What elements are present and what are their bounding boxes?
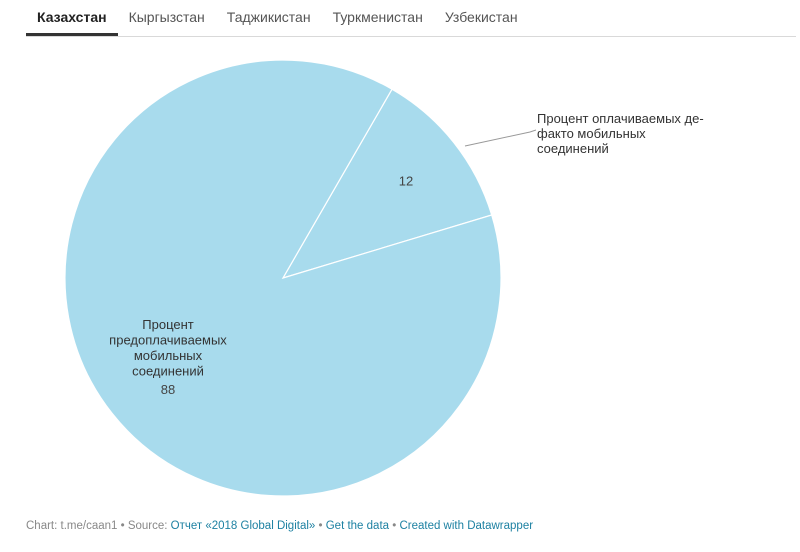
pie-slice-0 [281,88,493,280]
get-data-link[interactable]: Get the data [325,520,390,532]
slice-category-label: Процент оплачиваемых де-факто мобильных с… [537,111,704,156]
tab-kazakhstan[interactable]: Казахстан [26,0,118,36]
datawrapper-link[interactable]: Created with Datawrapper [399,520,534,532]
slice-value-label: 12 [399,173,413,188]
chart-footer: Chart: t.me/caan1 • Source: Отчет «2018 … [26,520,533,532]
pie-chart: 12 Процент оплачиваемых де-факто мобильны… [64,59,704,497]
slice-category-label: Процент предоплачиваемых мобильных соединен… [109,317,227,379]
footer-separator: • [315,520,326,532]
country-tabs: Казахстан Кыргызстан Таджикистан Туркмен… [26,0,796,37]
footer-credit: Chart: t.me/caan1 • Source: [26,520,171,532]
tab-uzbekistan[interactable]: Узбекистан [444,9,518,25]
pie-slice-1 [64,59,502,497]
footer-separator: • [389,520,400,532]
source-link[interactable]: Отчет «2018 Global Digital» [170,520,316,532]
tab-tajikistan[interactable]: Таджикистан [226,9,311,25]
slice-value-label: 88 [161,382,175,397]
leader-line [464,129,537,147]
tab-turkmenistan[interactable]: Туркменистан [332,9,423,25]
tab-kyrgyzstan[interactable]: Кыргызстан [128,9,205,25]
